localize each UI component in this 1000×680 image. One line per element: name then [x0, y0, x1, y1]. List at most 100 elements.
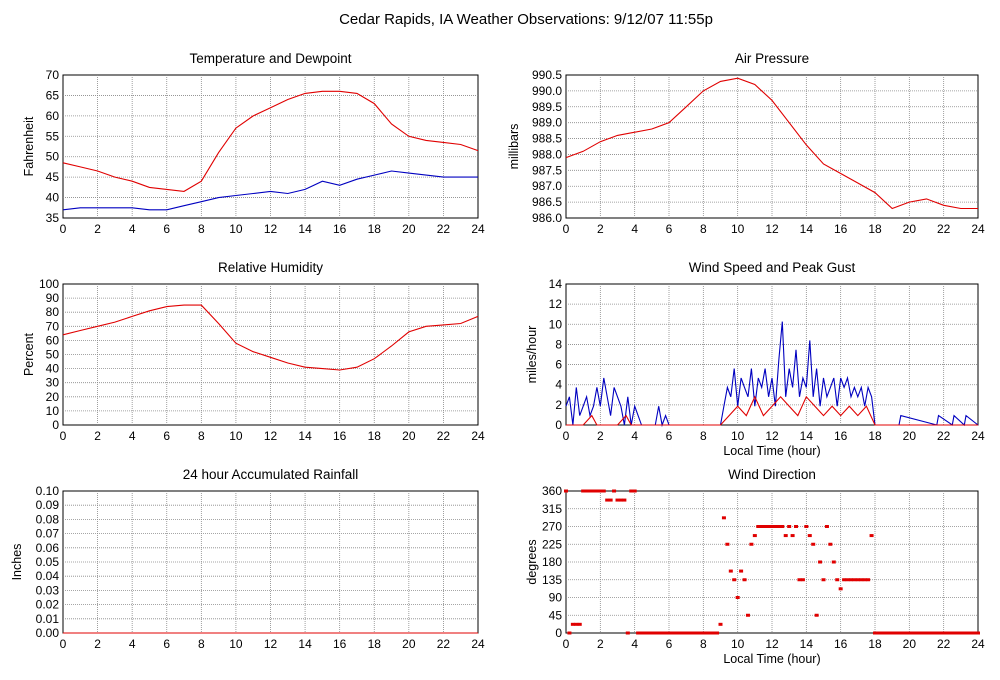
pressure-x-tick-label: 12 — [765, 222, 779, 236]
direction-point — [804, 525, 809, 528]
pressure-x-tick-label: 16 — [834, 222, 848, 236]
direction-point — [680, 631, 685, 635]
direction-point — [629, 489, 634, 493]
humidity-y-tick-label: 70 — [46, 319, 60, 333]
direction-y-tick-label: 135 — [542, 573, 562, 587]
direction-y-tick-label: 0 — [555, 626, 562, 640]
direction-point — [615, 498, 620, 502]
direction-point — [742, 578, 747, 582]
rain-x-tick-label: 2 — [94, 637, 101, 651]
direction-point — [625, 631, 630, 635]
direction-point — [862, 578, 867, 582]
rain-y-tick-label: 0.08 — [36, 512, 60, 526]
rain-x-tick-label: 20 — [402, 637, 416, 651]
direction-point — [577, 622, 582, 626]
direction-x-tick-label: 20 — [903, 637, 917, 651]
direction-point — [955, 631, 960, 635]
direction-point — [594, 489, 599, 493]
direction-point — [814, 613, 819, 617]
temp-x-tick-label: 6 — [163, 222, 170, 236]
temp-y-axis-label: Fahrenheit — [22, 116, 36, 176]
rain-x-tick-label: 6 — [163, 637, 170, 651]
direction-point — [711, 631, 716, 635]
pressure-y-axis-label: millibars — [507, 124, 521, 170]
direction-point — [618, 498, 623, 502]
direction-point — [907, 631, 912, 635]
direction-point — [824, 525, 829, 528]
rain-x-tick-label: 18 — [368, 637, 382, 651]
humidity-chart: Relative Humidity01020304050607080901000… — [22, 260, 485, 443]
direction-point — [914, 631, 919, 635]
direction-point — [969, 631, 974, 635]
wind-y-tick-label: 0 — [555, 418, 562, 432]
direction-point — [581, 489, 586, 493]
pressure-chart: Air Pressure 986.0 986.5 987.0 987.5 988.0988… — [507, 51, 985, 236]
direction-point — [670, 631, 675, 635]
direction-point — [780, 525, 785, 528]
temp-y-tick-label: 35 — [46, 211, 60, 225]
humidity-x-tick-label: 10 — [229, 429, 243, 443]
direction-point — [745, 613, 750, 617]
direction-point — [962, 631, 967, 635]
wind-x-tick-label: 22 — [937, 429, 951, 443]
humidity-y-tick-label: 90 — [46, 291, 60, 305]
direction-point — [721, 516, 726, 520]
pressure-y-tick-label: 987.5 — [532, 163, 562, 177]
direction-point — [917, 631, 922, 635]
rain-x-tick-label: 14 — [298, 637, 312, 651]
temp-x-tick-label: 24 — [471, 222, 485, 236]
humidity-x-tick-label: 4 — [129, 429, 136, 443]
pressure-y-tick-label: 989.5 — [532, 100, 562, 114]
direction-y-tick-label: 270 — [542, 520, 562, 534]
direction-point — [759, 525, 764, 528]
wind-x-axis-label: Local Time (hour) — [723, 444, 820, 458]
direction-point — [821, 578, 826, 582]
direction-point — [873, 631, 877, 635]
wind-y-tick-label: 2 — [555, 398, 562, 412]
direction-point — [588, 489, 593, 493]
direction-point — [787, 525, 792, 528]
rain-y-tick-label: 0.00 — [36, 626, 60, 640]
direction-point — [608, 498, 613, 502]
temp-x-tick-label: 10 — [229, 222, 243, 236]
wind-x-tick-label: 10 — [731, 429, 745, 443]
pressure-y-tick-label: 988.0 — [532, 147, 562, 161]
pressure-plot-area — [565, 74, 979, 219]
pressure-x-tick-label: 4 — [631, 222, 638, 236]
rain-y-tick-label: 0.07 — [36, 527, 60, 541]
direction-x-tick-label: 22 — [937, 637, 951, 651]
wind-x-tick-label: 18 — [868, 429, 882, 443]
temp-title: Temperature and Dewpoint — [189, 51, 351, 66]
page-title: Cedar Rapids, IA Weather Observations: 9… — [339, 11, 713, 28]
pressure-y-tick-label: 990.0 — [532, 84, 562, 98]
direction-x-tick-label: 16 — [834, 637, 848, 651]
direction-point — [728, 569, 733, 573]
direction-point — [879, 631, 884, 635]
direction-point — [897, 631, 902, 635]
direction-point — [790, 534, 795, 538]
wind-title: Wind Speed and Peak Gust — [689, 260, 856, 275]
direction-point — [883, 631, 888, 635]
wind-x-tick-label: 14 — [800, 429, 814, 443]
direction-point — [859, 578, 864, 582]
direction-point — [612, 489, 617, 493]
direction-point — [818, 560, 823, 564]
temp-x-tick-label: 14 — [298, 222, 312, 236]
direction-point — [900, 631, 905, 635]
direction-point — [715, 631, 720, 635]
temp-series-0-line — [62, 90, 479, 192]
temp-x-tick-label: 20 — [402, 222, 416, 236]
direction-point — [776, 525, 781, 528]
humidity-y-tick-label: 80 — [46, 305, 60, 319]
direction-point — [811, 542, 816, 546]
rain-y-tick-label: 0.02 — [36, 598, 60, 612]
direction-point — [574, 622, 579, 626]
direction-point — [570, 622, 575, 626]
humidity-x-tick-label: 24 — [471, 429, 485, 443]
pressure-title: Air Pressure — [735, 51, 809, 66]
wind-x-tick-label: 0 — [563, 429, 570, 443]
humidity-x-tick-label: 12 — [264, 429, 278, 443]
direction-point — [976, 631, 980, 635]
